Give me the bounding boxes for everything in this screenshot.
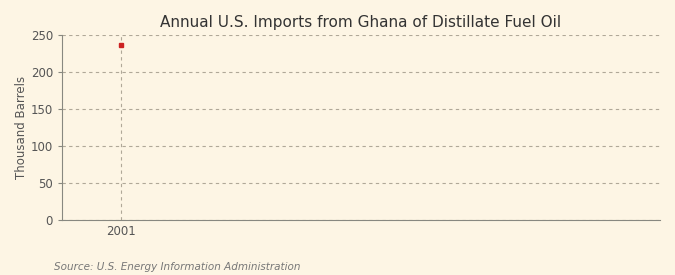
Title: Annual U.S. Imports from Ghana of Distillate Fuel Oil: Annual U.S. Imports from Ghana of Distil…	[161, 15, 562, 30]
Text: Source: U.S. Energy Information Administration: Source: U.S. Energy Information Administ…	[54, 262, 300, 272]
Y-axis label: Thousand Barrels: Thousand Barrels	[15, 76, 28, 179]
